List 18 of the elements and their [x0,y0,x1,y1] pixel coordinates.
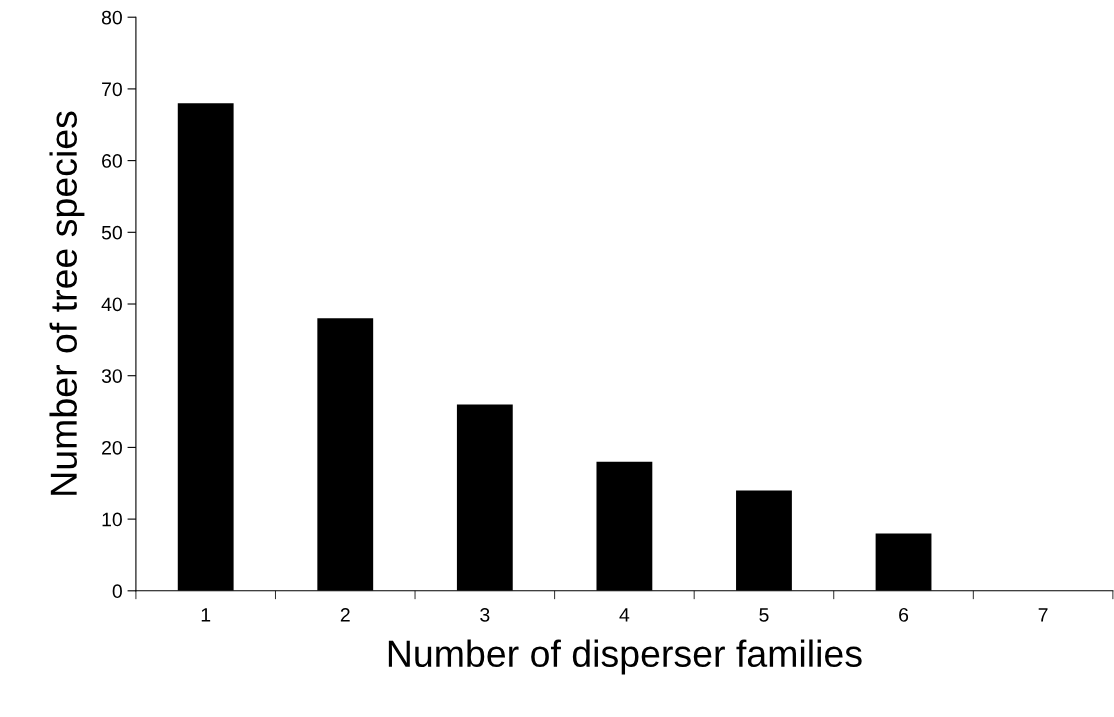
x-tick-label: 6 [899,607,909,622]
y-axis-title: Number of tree species [49,111,85,495]
x-tick-label: 5 [759,608,769,622]
x-tick-label: 7 [1038,608,1048,622]
y-tick-label: 0 [112,584,122,599]
y-tick-label: 50 [101,225,122,240]
x-tick-label: 4 [619,608,630,622]
y-tick-label: 20 [102,440,122,455]
y-tick-label: 80 [101,10,122,25]
y-tick-label: 70 [102,82,122,97]
y-tick-label: 10 [102,512,122,527]
x-tick-label: 3 [480,607,490,622]
x-tick-label: 1 [201,608,211,622]
x-axis-title: Number of disperser families [388,639,862,675]
x-tick-label: 2 [340,607,350,622]
y-tick-label: 40 [101,297,122,312]
y-tick-label: 60 [102,154,122,168]
y-tick-label: 30 [101,369,122,383]
